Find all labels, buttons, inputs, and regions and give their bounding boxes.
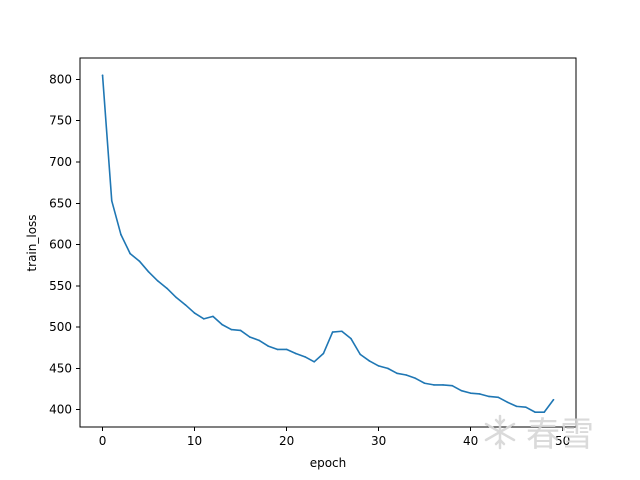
data-point: [515, 405, 518, 408]
data-point: [506, 401, 509, 404]
axes-frame: [79, 57, 577, 428]
data-point: [138, 260, 141, 262]
x-tick-label: 50: [555, 434, 570, 448]
data-point: [488, 395, 490, 398]
data-point: [184, 304, 187, 306]
data-point: [230, 328, 233, 331]
data-point: [322, 352, 325, 355]
y-tick-label: 700: [49, 155, 72, 169]
data-point: [451, 384, 454, 387]
data-point: [258, 339, 260, 342]
data-point: [433, 384, 435, 386]
y-axis-ticks: 400 450 500 550 600 650 700 750 800: [49, 72, 80, 417]
data-point: [350, 337, 352, 340]
watermark: 春雪: [484, 414, 594, 455]
y-tick-label: 550: [49, 279, 72, 293]
data-point: [460, 389, 463, 392]
y-tick-label: 500: [49, 320, 72, 334]
data-point: [552, 398, 555, 401]
data-point: [193, 312, 196, 314]
data-point: [175, 296, 177, 299]
data-point: [147, 271, 150, 273]
x-tick-label: 30: [371, 434, 386, 448]
data-point: [525, 406, 527, 408]
data-point: [368, 360, 371, 362]
data-point: [276, 348, 279, 351]
data-point: [396, 372, 398, 375]
data-point: [414, 377, 417, 380]
data-point: [543, 411, 546, 413]
data-point: [120, 233, 122, 236]
data-point: [469, 392, 472, 394]
y-tick-label: 650: [49, 196, 72, 210]
x-axis-label: epoch: [310, 456, 347, 470]
data-point: [212, 315, 214, 318]
data-point: [166, 287, 168, 290]
data-point: [304, 356, 306, 358]
x-axis-ticks: 0 10 20 30 40 50: [99, 427, 570, 448]
data-point: [129, 252, 131, 255]
data-point: [239, 329, 242, 332]
y-tick-label: 450: [49, 361, 72, 375]
data-point: [267, 345, 269, 347]
plot-area: [101, 74, 555, 413]
data-point: [110, 200, 113, 202]
data-point: [294, 352, 297, 355]
snowflake-icon: [484, 414, 516, 450]
data-point: [479, 393, 481, 395]
x-tick-label: 20: [279, 434, 294, 448]
data-point: [405, 374, 408, 376]
data-point: [331, 331, 334, 333]
series-line: [101, 74, 555, 413]
data-point: [341, 330, 343, 333]
data-point: [377, 365, 380, 367]
data-point: [497, 396, 500, 399]
data-point: [313, 360, 316, 363]
data-point: [285, 348, 288, 351]
axes: [79, 57, 577, 428]
data-point: [101, 74, 104, 77]
data-point: [387, 367, 389, 370]
data-point: [248, 336, 251, 338]
x-tick-label: 10: [187, 434, 202, 448]
data-point: [221, 323, 223, 326]
y-tick-label: 400: [49, 403, 72, 417]
data-point: [359, 353, 362, 356]
data-point: [156, 280, 159, 282]
y-axis-label: train_loss: [25, 214, 39, 271]
x-tick-label: 0: [99, 434, 107, 448]
data-point: [534, 411, 536, 413]
y-tick-label: 600: [49, 238, 72, 252]
data-point: [423, 382, 426, 385]
watermark-text: 春雪: [526, 415, 594, 455]
x-tick-label: 40: [463, 434, 478, 448]
data-point: [202, 318, 205, 320]
y-tick-label: 800: [49, 72, 72, 86]
data-point: [442, 384, 444, 386]
y-tick-label: 750: [49, 114, 72, 128]
